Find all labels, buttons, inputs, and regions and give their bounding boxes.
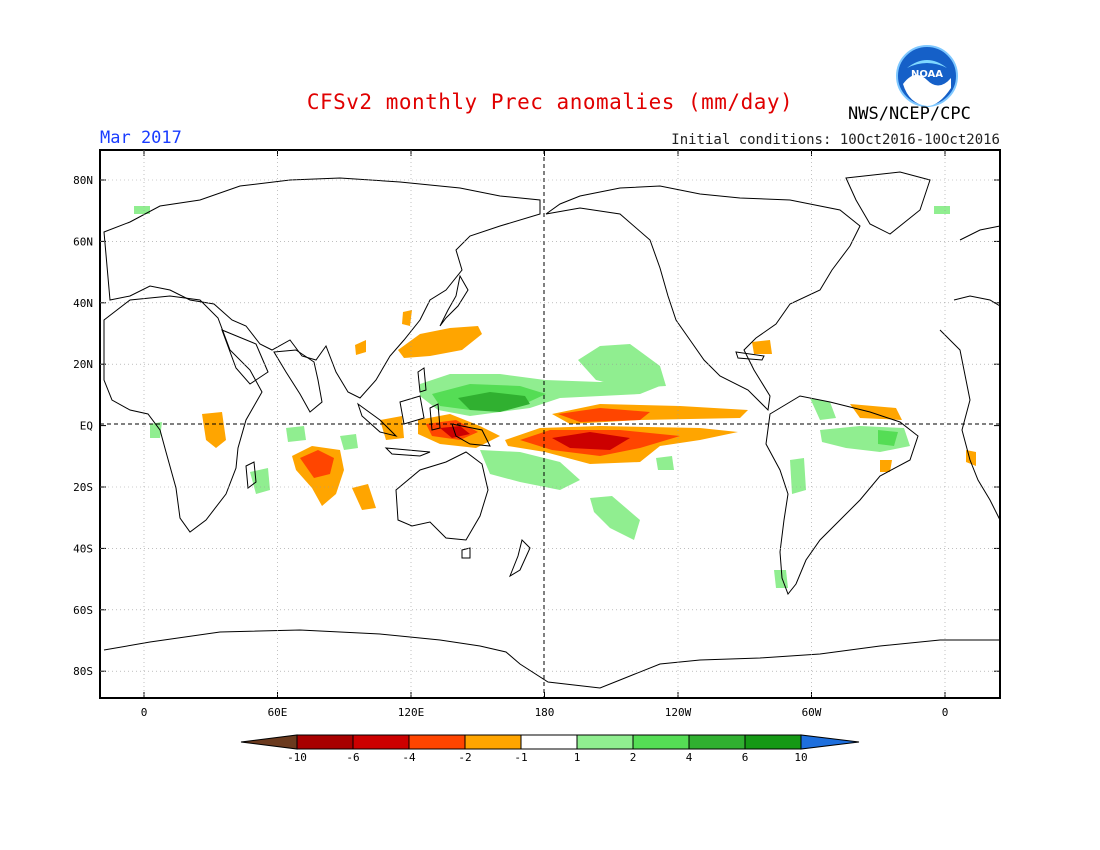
lon-label: 60W xyxy=(802,706,822,719)
coast-madagascar xyxy=(245,461,257,489)
coast-sumatra xyxy=(357,402,398,437)
coast-japan xyxy=(439,274,469,327)
anomaly-dry-korea xyxy=(402,310,412,326)
colorbar-tick-label: 2 xyxy=(630,751,637,764)
noaa-logo: NOAA xyxy=(895,44,959,112)
coastlines xyxy=(103,171,1001,689)
coast-australia xyxy=(395,451,489,541)
coast-africa xyxy=(103,295,263,533)
colorbar-swatch xyxy=(464,734,522,750)
lon-label: 120W xyxy=(665,706,692,719)
coast-india xyxy=(273,349,323,413)
initial-conditions: Initial conditions: 10Oct2016-10Oct2016 xyxy=(671,132,1000,148)
coast-arabia xyxy=(221,329,269,385)
coast-borneo xyxy=(399,395,425,425)
colorbar-swatch xyxy=(688,734,746,750)
colorbar-swatch xyxy=(408,734,466,750)
colorbar-swatch xyxy=(744,734,802,750)
anomaly-wet-patagonia xyxy=(774,570,788,588)
coast-cuba xyxy=(735,351,765,361)
anomaly-dry-north-brazil xyxy=(850,404,902,420)
colorbar-tick-label: 10 xyxy=(794,751,807,764)
anomaly-dry-east-asia xyxy=(398,326,482,358)
lat-label: 40N xyxy=(73,297,93,310)
lat-label: 20N xyxy=(73,358,93,371)
anomaly-fields xyxy=(134,206,976,588)
coast-tasmania xyxy=(461,547,471,559)
lat-label: 40S xyxy=(73,542,93,555)
chart-title: CFSv2 monthly Prec anomalies (mm/day) xyxy=(306,90,794,114)
colorbar-swatch xyxy=(352,734,410,750)
anomaly-dry-caribbean xyxy=(752,340,772,354)
colorbar-swatch xyxy=(576,734,634,750)
colorbar-tick-label: -10 xyxy=(287,751,307,764)
anomaly-wet-south-pac-east xyxy=(656,456,674,470)
anomaly-wet-brazil-core xyxy=(878,430,898,446)
anomaly-wet-spcz xyxy=(480,450,580,490)
lon-label: 0 xyxy=(141,706,148,719)
lon-label: 180 xyxy=(535,706,555,719)
coast-philippines xyxy=(417,367,427,393)
anomaly-wet-europe xyxy=(134,206,150,214)
anomaly-dry-indian-ocean-core xyxy=(300,450,334,478)
anomaly-wet-indian-ocean-west xyxy=(286,426,306,442)
forecast-month: Mar 2017 xyxy=(100,128,182,148)
colorbar-arrow-high xyxy=(800,734,860,750)
anomaly-dry-indian-ocean-south xyxy=(352,484,376,510)
lat-label: 60N xyxy=(73,235,93,248)
lat-label: EQ xyxy=(80,420,93,433)
colorbar-swatch xyxy=(296,734,354,750)
lat-label: 60S xyxy=(73,604,93,617)
lat-label: 80N xyxy=(73,174,93,187)
coast-sulawesi xyxy=(429,403,441,431)
colorbar-swatch xyxy=(520,734,578,750)
logo-text: NOAA xyxy=(911,69,943,80)
agency-label: NWS/NCEP/CPC xyxy=(848,104,971,124)
anomaly-wet-andes xyxy=(790,458,806,494)
anomaly-wet-indian-ocean xyxy=(340,434,358,450)
lon-labels: 0 60E 120E 180 120W 60W 0 xyxy=(141,706,949,719)
lat-labels: 80N 60N 40N 20N EQ 20S 40S 60S 80S xyxy=(73,174,93,678)
anomaly-wet-west-africa xyxy=(150,422,162,438)
colorbar-tick-label: -6 xyxy=(346,751,359,764)
coast-south-america xyxy=(765,395,919,595)
lat-label: 20S xyxy=(73,481,93,494)
coast-java xyxy=(384,447,431,457)
colorbar-tick-label: 1 xyxy=(574,751,581,764)
lat-label: 80S xyxy=(73,665,93,678)
anomaly-dry-brazil-south xyxy=(880,460,892,472)
colorbar: -10 -6 -4 -2 -1 1 2 4 6 10 xyxy=(240,734,860,764)
coast-antarctica xyxy=(103,629,1000,689)
colorbar-tick-label: 4 xyxy=(686,751,693,764)
colorbar-swatch xyxy=(632,734,690,750)
colorbar-tick-label: -2 xyxy=(458,751,471,764)
coast-eurasia xyxy=(103,177,541,399)
anomaly-wet-europe-right xyxy=(934,206,950,214)
coast-new-guinea xyxy=(451,423,491,447)
lon-label: 0 xyxy=(942,706,949,719)
axis-ticks xyxy=(100,150,1000,698)
coast-north-america xyxy=(545,185,861,412)
lon-label: 60E xyxy=(268,706,288,719)
anomaly-wet-wpac-strong xyxy=(458,392,530,412)
anomaly-dry-east-africa xyxy=(202,412,226,448)
anomaly-dry-eq-pac-north-core xyxy=(558,408,650,422)
colorbar-arrow-low xyxy=(240,734,298,750)
anomaly-dry-bay xyxy=(355,340,366,355)
anomaly-wet-colombia xyxy=(810,398,836,420)
anomaly-wet-central-pac xyxy=(578,344,666,388)
coast-new-zealand xyxy=(508,539,531,578)
colorbar-tick-label: -4 xyxy=(402,751,416,764)
anomaly-wet-south-pac xyxy=(590,496,640,540)
colorbar-tick-label: 6 xyxy=(742,751,749,764)
anomaly-dry-eq-pac-south-core xyxy=(552,432,630,450)
coast-greenland xyxy=(845,171,931,235)
lon-label: 120E xyxy=(398,706,425,719)
colorbar-tick-label: -1 xyxy=(514,751,527,764)
